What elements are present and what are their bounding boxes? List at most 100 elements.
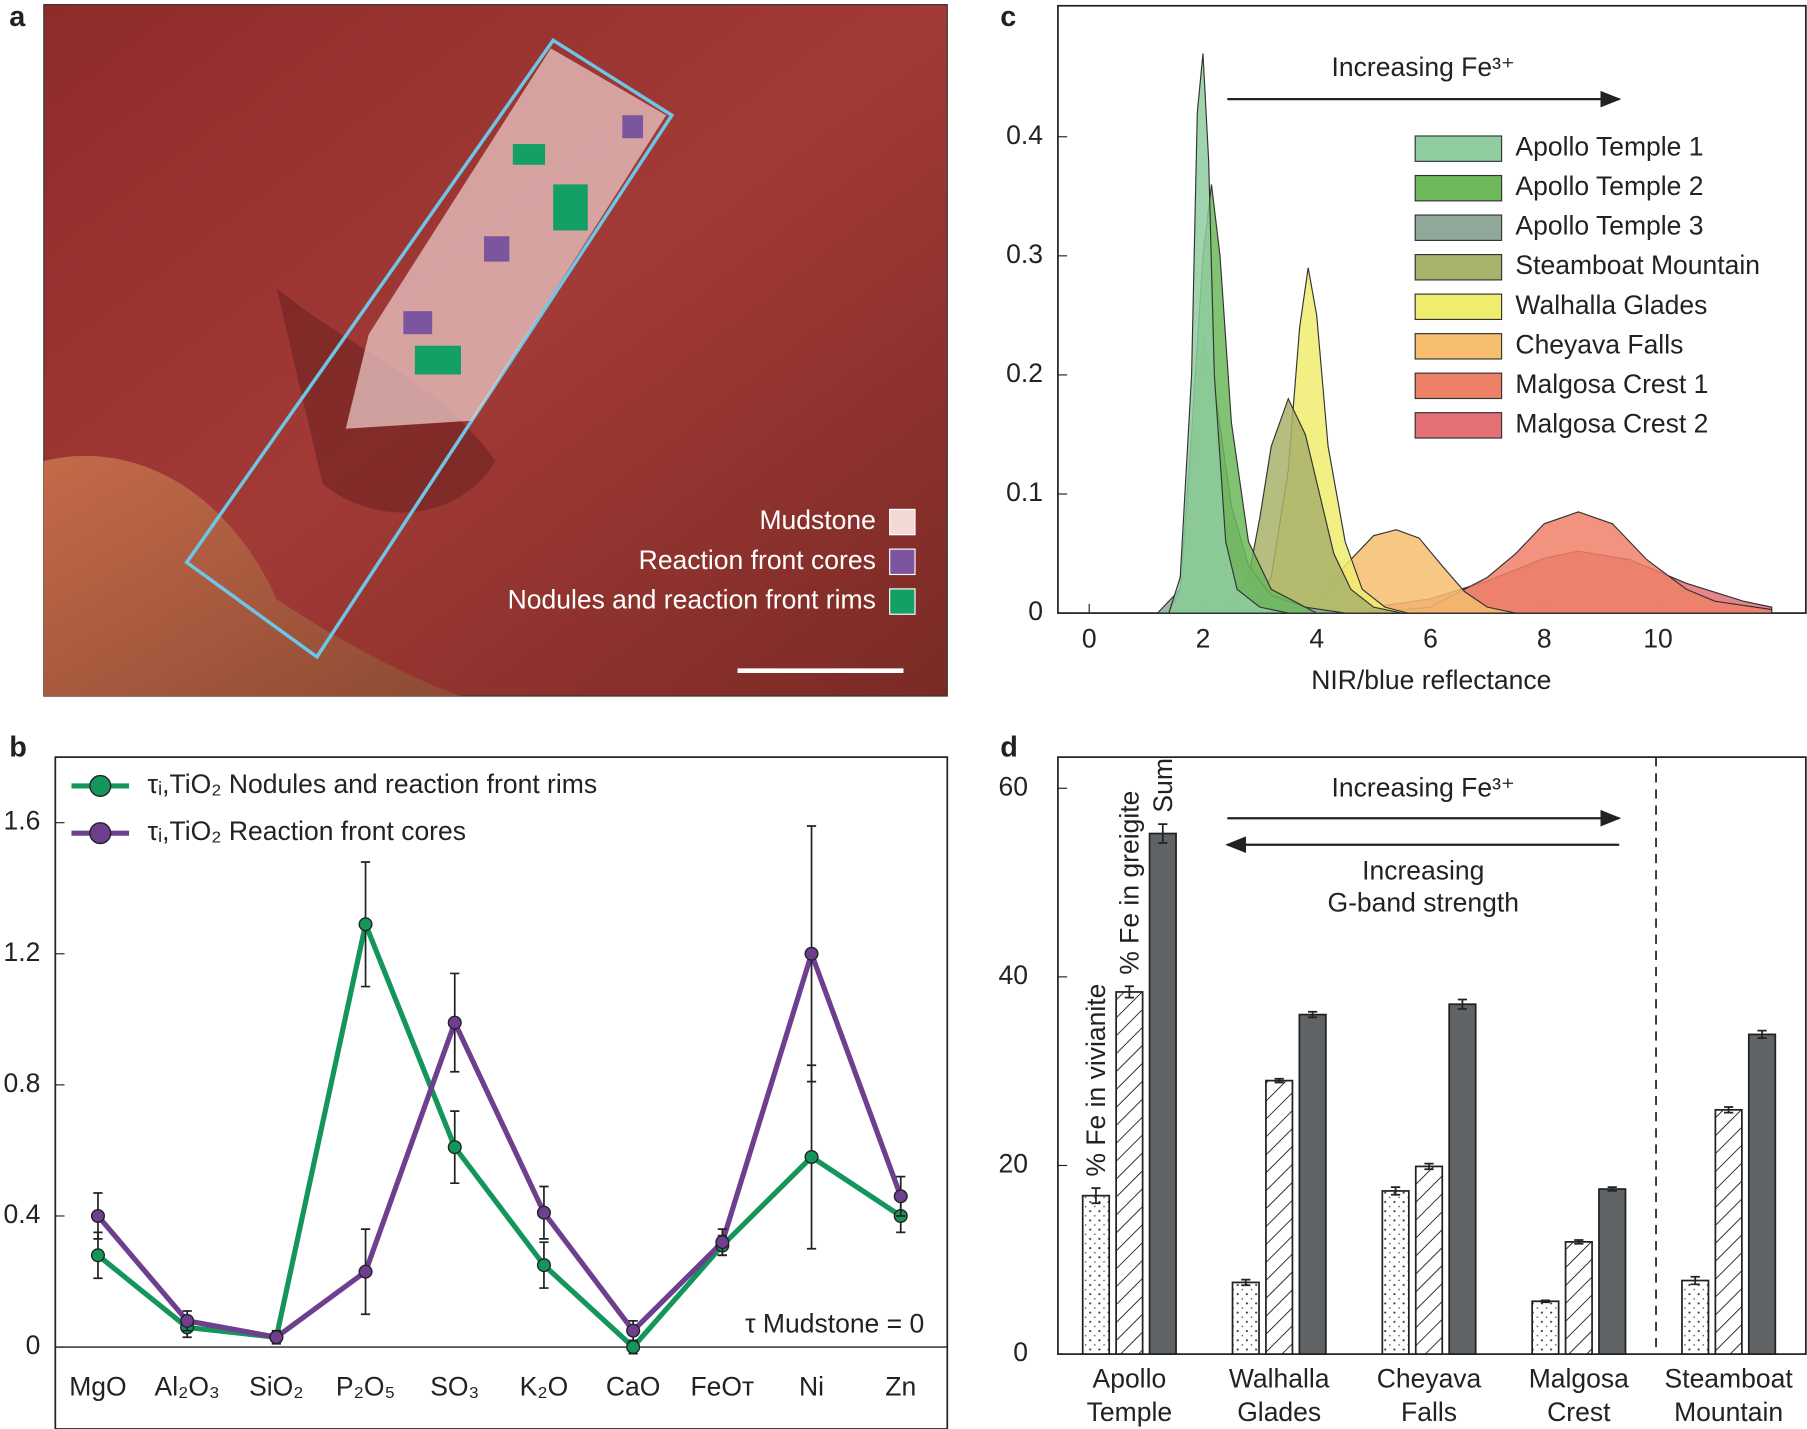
x-tick-label: Malgosa bbox=[1529, 1364, 1629, 1394]
bar bbox=[1747, 1033, 1777, 1355]
legend-label: Apollo Temple 3 bbox=[1515, 211, 1703, 241]
error-bar bbox=[1158, 823, 1168, 844]
series-line bbox=[95, 945, 904, 1340]
x-tick-label: Cheyava bbox=[1377, 1364, 1482, 1394]
y-tick-label: 0.1 bbox=[1006, 477, 1043, 507]
x-tick-label: Temple bbox=[1087, 1397, 1172, 1427]
bar bbox=[1448, 1003, 1477, 1355]
legend-swatch bbox=[1414, 174, 1503, 202]
bar bbox=[1265, 1079, 1294, 1355]
bar bbox=[1531, 1300, 1560, 1355]
bar bbox=[1564, 1241, 1593, 1355]
legend-swatch bbox=[889, 588, 916, 615]
legend-label: Steamboat Mountain bbox=[1515, 250, 1760, 280]
y-tick-label: 0 bbox=[1013, 1337, 1028, 1367]
x-tick-label: 6 bbox=[1423, 624, 1438, 654]
error-bar bbox=[1390, 1186, 1401, 1196]
y-tick-label: 0 bbox=[26, 1330, 41, 1360]
series-label: % Fe in vivianite bbox=[1081, 984, 1111, 1177]
legend-label: Reaction front cores bbox=[639, 545, 876, 575]
legend-swatch bbox=[1414, 293, 1503, 321]
legend-label: Nodules and reaction front rims bbox=[508, 585, 876, 615]
y-tick-label: 0 bbox=[1028, 596, 1043, 626]
panel-label: a bbox=[9, 1, 26, 33]
marker bbox=[715, 1235, 730, 1250]
legend-swatch bbox=[1414, 333, 1503, 360]
x-tick-label: FeOᴛ bbox=[690, 1372, 754, 1402]
bar bbox=[1381, 1190, 1410, 1355]
bar bbox=[1414, 1165, 1444, 1355]
x-tick-label: Apollo bbox=[1093, 1364, 1167, 1394]
x-tick-label: MgO bbox=[69, 1372, 126, 1402]
legend-swatch bbox=[1414, 372, 1503, 400]
series-line bbox=[96, 915, 903, 1351]
legend-swatch bbox=[1414, 214, 1503, 241]
plot-frame bbox=[54, 756, 949, 1429]
marker bbox=[180, 1313, 195, 1328]
marker bbox=[626, 1340, 641, 1355]
marker bbox=[90, 1208, 105, 1224]
bar bbox=[1714, 1108, 1743, 1355]
panel-label: d bbox=[1000, 732, 1018, 764]
error-bar bbox=[1690, 1275, 1700, 1286]
y-tick-label: 1.6 bbox=[3, 806, 40, 836]
x-tick-label: CaO bbox=[606, 1372, 661, 1402]
x-tick-label: Glades bbox=[1237, 1397, 1321, 1427]
error-bar bbox=[1274, 1077, 1284, 1084]
legend-label: Malgosa Crest 2 bbox=[1515, 408, 1708, 438]
legend-label: Cheyava Falls bbox=[1515, 329, 1683, 359]
series-label: % Fe in greigite bbox=[1115, 791, 1145, 975]
bar bbox=[1298, 1013, 1327, 1355]
y-tick-label: 0.4 bbox=[3, 1199, 40, 1229]
marker bbox=[536, 1205, 551, 1220]
marker bbox=[447, 1140, 462, 1155]
x-tick-label: Zn bbox=[885, 1372, 916, 1402]
error-bar bbox=[1724, 1106, 1734, 1114]
y-tick-label: 1.2 bbox=[3, 937, 40, 967]
legend-label: Apollo Temple 1 bbox=[1515, 132, 1703, 162]
x-tick-label: 10 bbox=[1643, 624, 1672, 654]
legend-swatch bbox=[1414, 135, 1503, 162]
y-tick-label: 0.8 bbox=[3, 1068, 40, 1098]
marker bbox=[269, 1330, 284, 1345]
marker bbox=[358, 917, 373, 932]
annotation: Increasing bbox=[1362, 855, 1484, 885]
x-tick-label: SiO₂ bbox=[249, 1372, 303, 1402]
error-bar bbox=[1424, 1162, 1434, 1171]
x-tick-label: Crest bbox=[1547, 1397, 1611, 1427]
x-tick-label: 4 bbox=[1309, 624, 1324, 654]
x-tick-label: Steamboat bbox=[1665, 1364, 1794, 1394]
annotation: τ Mudstone = 0 bbox=[745, 1308, 924, 1338]
bar bbox=[1081, 1194, 1111, 1355]
marker bbox=[90, 1248, 105, 1263]
bar bbox=[1231, 1281, 1260, 1355]
error-bar bbox=[1607, 1186, 1617, 1192]
bar bbox=[1115, 991, 1144, 1355]
marker bbox=[447, 1015, 462, 1030]
series-label: Sum bbox=[1148, 758, 1178, 813]
x-tick-label: SO₃ bbox=[430, 1372, 479, 1402]
marker bbox=[804, 946, 819, 961]
y-tick-label: 60 bbox=[998, 771, 1027, 801]
legend-label: Mudstone bbox=[759, 505, 875, 535]
area bbox=[1224, 397, 1403, 614]
legend-swatch bbox=[1414, 253, 1503, 281]
error-bar bbox=[1307, 1010, 1318, 1019]
error-bar bbox=[1574, 1239, 1584, 1245]
x-tick-label: P₂O₅ bbox=[336, 1372, 395, 1402]
legend-label: Walhalla Glades bbox=[1515, 290, 1707, 320]
y-tick-label: 40 bbox=[998, 960, 1027, 990]
y-tick-label: 0.3 bbox=[1006, 239, 1043, 269]
x-tick-label: 2 bbox=[1196, 624, 1211, 654]
error-bar bbox=[1540, 1299, 1551, 1304]
bar bbox=[1148, 832, 1177, 1355]
legend-swatch bbox=[889, 508, 916, 536]
bar bbox=[1681, 1279, 1710, 1355]
legend-marker bbox=[89, 822, 112, 845]
error-bar bbox=[1757, 1029, 1767, 1040]
x-tick-label: Ni bbox=[799, 1372, 824, 1402]
panel-label: b bbox=[9, 732, 27, 764]
x-tick-label: Falls bbox=[1401, 1397, 1457, 1427]
x-axis-label: NIR/blue reflectance bbox=[1311, 665, 1551, 695]
